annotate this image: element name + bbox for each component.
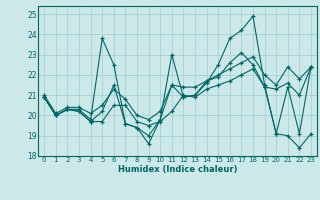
- X-axis label: Humidex (Indice chaleur): Humidex (Indice chaleur): [118, 165, 237, 174]
